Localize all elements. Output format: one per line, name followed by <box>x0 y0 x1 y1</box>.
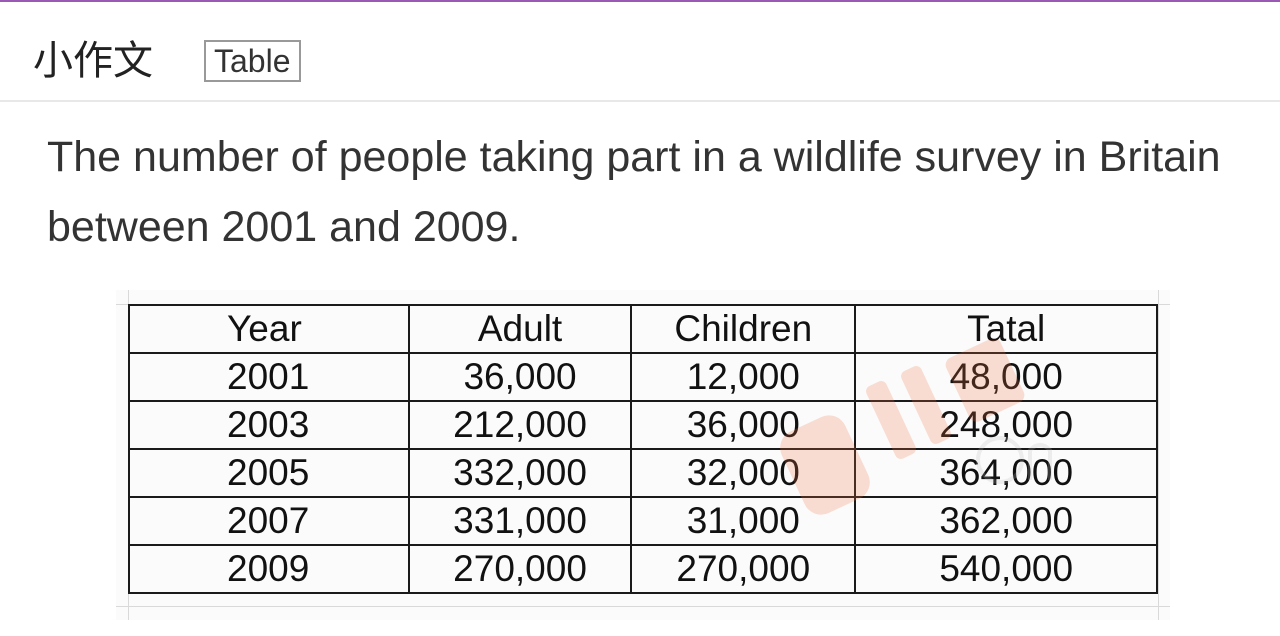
grid-guide <box>116 606 1170 607</box>
cell-children: 32,000 <box>630 448 857 498</box>
column-header-children: Children <box>630 304 857 354</box>
cell-total: 362,000 <box>854 496 1158 546</box>
column-header-year: Year <box>128 304 410 354</box>
cell-children: 12,000 <box>630 352 857 402</box>
table-row: 2001 36,000 12,000 48,000 <box>128 352 1158 402</box>
type-tag: Table <box>204 40 301 82</box>
cell-children: 270,000 <box>630 544 857 594</box>
cell-year: 2007 <box>128 496 410 546</box>
top-accent-line <box>0 0 1280 2</box>
page-title: 小作文 <box>33 38 153 84</box>
cell-year: 2001 <box>128 352 410 402</box>
cell-adult: 331,000 <box>407 496 633 546</box>
prompt-text: The number of people taking part in a wi… <box>47 133 1221 251</box>
cell-adult: 36,000 <box>407 352 633 402</box>
table-header-row: Year Adult Children Tatal <box>128 304 1158 354</box>
cell-children: 36,000 <box>630 400 857 450</box>
table-image: Year Adult Children Tatal 2001 36,000 12… <box>116 290 1170 620</box>
cell-total: 540,000 <box>854 544 1158 594</box>
table-row: 2007 331,000 31,000 362,000 <box>128 496 1158 546</box>
column-header-total: Tatal <box>854 304 1158 354</box>
column-header-adult: Adult <box>407 304 633 354</box>
table-row: 2003 212,000 36,000 248,000 <box>128 400 1158 450</box>
cell-year: 2005 <box>128 448 410 498</box>
cell-year: 2003 <box>128 400 410 450</box>
table-row: 2009 270,000 270,000 540,000 <box>128 544 1158 594</box>
cell-total: 364,000 <box>854 448 1158 498</box>
cell-adult: 332,000 <box>407 448 633 498</box>
table-row: 2005 332,000 32,000 364,000 <box>128 448 1158 498</box>
header: 小作文 Table <box>0 2 1280 102</box>
cell-year: 2009 <box>128 544 410 594</box>
grid-guide <box>1158 290 1159 620</box>
cell-adult: 270,000 <box>407 544 633 594</box>
cell-adult: 212,000 <box>407 400 633 450</box>
survey-table: Year Adult Children Tatal 2001 36,000 12… <box>128 304 1158 594</box>
cell-total: 248,000 <box>854 400 1158 450</box>
cell-total: 48,000 <box>854 352 1158 402</box>
cell-children: 31,000 <box>630 496 857 546</box>
